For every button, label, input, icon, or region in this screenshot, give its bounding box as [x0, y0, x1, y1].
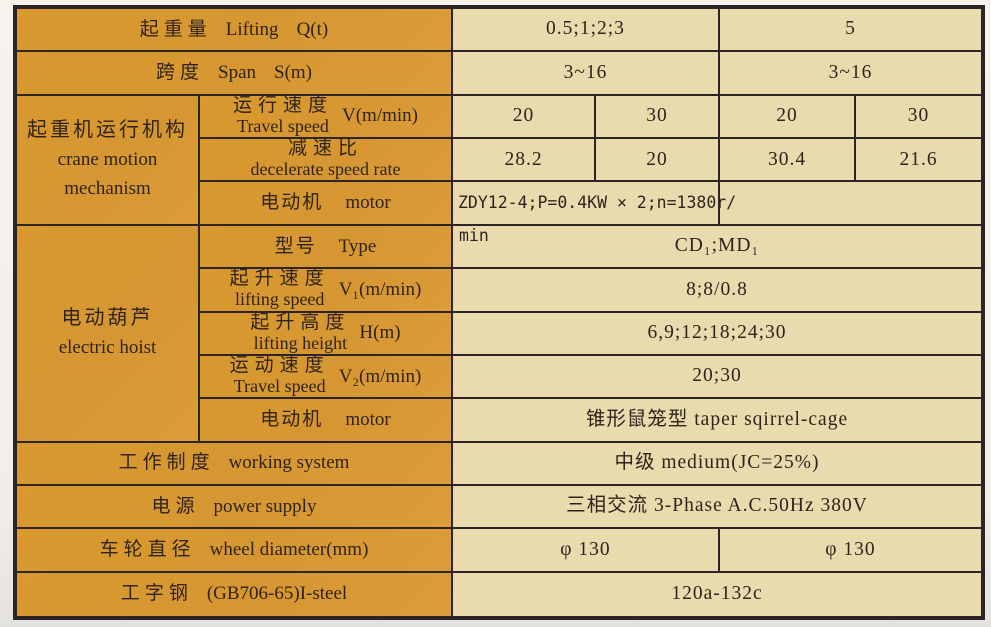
crane-travel-speed-unit: V(m/min): [342, 105, 418, 127]
crane-motor-en: motor: [345, 192, 391, 214]
motor-spec-overflow-min: min: [459, 225, 489, 245]
crane-motion-en1: crane motion: [57, 149, 158, 171]
hoist-lifting-height-en: lifting height: [253, 332, 348, 353]
cell-travel-speed-4: 30: [856, 95, 981, 140]
hoist-travel-speed-en: Travel speed: [233, 376, 326, 397]
crane-motion-en2: mechanism: [64, 178, 151, 200]
lifting-label-zh: 起重量: [139, 18, 212, 40]
hoist-lifting-speed-zh: 起升速度: [229, 268, 330, 290]
sublabel-hoist-travel-speed: 运动速度 Travel speed V₂(m/min): [200, 355, 453, 400]
spec-table-sheet: 起重量 Lifting Q(t) 0.5;1;2;3 5 跨度 Span S(m…: [13, 5, 985, 620]
crane-spec-table: 起重量 Lifting Q(t) 0.5;1;2;3 5 跨度 Span S(m…: [13, 5, 985, 620]
decelerate-rate-en: decelerate speed rate: [250, 159, 401, 180]
cell-span-group2: 3~16: [720, 52, 981, 96]
cell-decelerate-1: 28.2: [453, 139, 596, 183]
sublabel-hoist-lifting-height: 起升高度 lifting height H(m): [200, 311, 453, 356]
working-system-en: working system: [228, 452, 350, 474]
hoist-lifting-height-unit: H(m): [359, 322, 401, 344]
group-label-crane-motion: 起重机运行机构 crane motion mechanism: [17, 95, 200, 226]
cell-lifting-group1: 0.5;1;2;3: [453, 9, 720, 53]
crane-motion-zh: 起重机运行机构: [27, 119, 188, 142]
hoist-lifting-speed-stack: 起升速度 lifting speed: [230, 269, 330, 310]
crane-motor-zh: 电动机: [260, 192, 324, 214]
sublabel-decelerate-rate: 减速比 decelerate speed rate: [200, 138, 453, 183]
cell-wheel-diameter-group2: φ 130: [720, 529, 981, 573]
hoist-lifting-speed-en: lifting speed: [234, 289, 325, 310]
hoist-motor-zh: 电动机: [260, 408, 324, 430]
lifting-label-en: Lifting: [225, 18, 279, 40]
cell-hoist-type: min CD₁;MD₁: [453, 225, 981, 270]
i-steel-zh: 工字钢: [120, 583, 193, 605]
wheel-diameter-zh: 车轮直径: [99, 539, 196, 561]
hoist-lifting-height-stack: 起升高度 lifting height: [250, 311, 351, 354]
cell-decelerate-2: 20: [596, 139, 720, 183]
cell-travel-speed-2: 30: [596, 95, 720, 140]
cell-working-system: 中级 medium(JC=25%): [453, 442, 981, 486]
row-label-lifting: 起重量 Lifting Q(t): [17, 9, 453, 53]
sublabel-crane-motor: 电动机 motor: [200, 182, 453, 226]
cell-hoist-lifting-speed: 8;8/0.8: [453, 269, 981, 313]
power-supply-zh: 电源: [151, 495, 200, 517]
row-label-working-system: 工作制度 working system: [17, 442, 453, 486]
sublabel-hoist-lifting-speed: 起升速度 lifting speed V₁(m/min): [200, 269, 453, 313]
span-label-unit: S(m): [274, 62, 312, 84]
cell-lifting-group2: 5: [720, 9, 981, 53]
cell-span-group1: 3~16: [453, 52, 720, 96]
cell-decelerate-3: 30.4: [720, 139, 856, 183]
working-system-zh: 工作制度: [118, 452, 215, 474]
electric-hoist-zh: 电动葫芦: [61, 307, 154, 330]
hoist-type-en: Type: [338, 235, 377, 257]
cell-i-steel: 120a-132c: [453, 572, 981, 616]
crane-travel-speed-stack: 运行速度 Travel speed: [232, 95, 333, 137]
decelerate-rate-stack: 减速比 decelerate speed rate: [250, 138, 401, 180]
span-label-en: Span: [218, 62, 256, 84]
power-supply-en: power supply: [213, 495, 317, 517]
cell-crane-motor-empty: [720, 182, 981, 226]
hoist-travel-speed-stack: 运动速度 Travel speed: [229, 355, 330, 397]
sublabel-hoist-motor: 电动机 motor: [200, 399, 453, 443]
electric-hoist-en: electric hoist: [58, 337, 157, 359]
cell-decelerate-4: 21.6: [856, 139, 981, 183]
cell-wheel-diameter-group1: φ 130: [453, 529, 720, 573]
row-label-power-supply: 电源 power supply: [17, 485, 453, 530]
sublabel-crane-travel-speed: 运行速度 Travel speed V(m/min): [200, 95, 453, 140]
hoist-motor-en: motor: [345, 408, 391, 430]
wheel-diameter-en: wheel diameter(mm): [209, 539, 369, 561]
row-label-wheel-diameter: 车轮直径 wheel diameter(mm): [17, 529, 453, 573]
cell-travel-speed-1: 20: [453, 95, 596, 140]
hoist-type-zh: 型号: [274, 235, 317, 257]
cell-hoist-travel-speed: 20;30: [453, 355, 981, 400]
i-steel-en: (GB706-65)I-steel: [206, 583, 348, 605]
hoist-type-value: CD₁;MD₁: [674, 235, 760, 257]
lifting-label-unit: Q(t): [296, 18, 329, 40]
hoist-travel-speed-unit: V₂(m/min): [338, 365, 422, 387]
hoist-travel-speed-zh: 运动速度: [229, 355, 330, 377]
row-label-i-steel: 工字钢 (GB706-65)I-steel: [17, 572, 453, 616]
hoist-lifting-speed-unit: V₁(m/min): [338, 278, 422, 300]
cell-hoist-motor: 锥形鼠笼型 taper sqirrel-cage: [453, 399, 981, 443]
cell-crane-motor-spec: ZDY12-4;P=0.4KW × 2;n=1380r/: [453, 182, 736, 226]
group-label-electric-hoist: 电动葫芦 electric hoist: [17, 225, 200, 443]
crane-travel-speed-zh: 运行速度: [232, 95, 333, 117]
crane-travel-speed-en: Travel speed: [237, 115, 329, 136]
row-label-span: 跨度 Span S(m): [17, 52, 453, 96]
decelerate-rate-zh: 减速比: [287, 138, 363, 160]
cell-hoist-lifting-height: 6,9;12;18;24;30: [453, 312, 981, 356]
sublabel-hoist-type: 型号 Type: [200, 225, 453, 270]
hoist-lifting-height-zh: 起升高度: [250, 311, 351, 333]
span-label-zh: 跨度: [155, 62, 204, 84]
cell-power-supply: 三相交流 3-Phase A.C.50Hz 380V: [453, 485, 981, 530]
cell-travel-speed-3: 20: [720, 95, 856, 140]
